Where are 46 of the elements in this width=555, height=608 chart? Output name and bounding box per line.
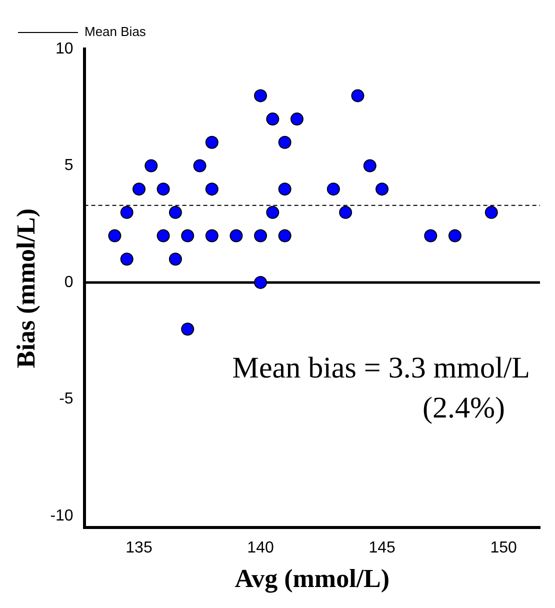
y-tick-label: -10 bbox=[50, 507, 74, 524]
point bbox=[205, 182, 218, 196]
point bbox=[278, 136, 292, 149]
y-tick-label: 0 bbox=[64, 274, 74, 291]
point bbox=[254, 229, 268, 242]
x-tick-label: 135 bbox=[126, 540, 152, 557]
point bbox=[424, 229, 438, 242]
point bbox=[181, 322, 194, 336]
point bbox=[144, 159, 158, 172]
point bbox=[108, 229, 122, 242]
annotation: Mean bias = 3.3 mmol/L (2.4%) bbox=[232, 352, 530, 425]
x-tick-label: 150 bbox=[490, 540, 517, 557]
point bbox=[230, 229, 243, 242]
point bbox=[376, 182, 389, 196]
point bbox=[205, 229, 218, 242]
point bbox=[120, 206, 134, 219]
point bbox=[168, 252, 182, 266]
y-tick-label: 5 bbox=[64, 157, 74, 174]
y-axis-title: Bias (mmol/L) bbox=[11, 208, 40, 368]
point bbox=[120, 252, 134, 266]
point bbox=[326, 182, 340, 196]
point bbox=[132, 182, 146, 196]
point bbox=[278, 229, 292, 242]
point bbox=[254, 89, 268, 102]
point bbox=[290, 112, 304, 126]
point bbox=[278, 182, 292, 196]
point bbox=[351, 89, 364, 102]
x-tick-label: 140 bbox=[247, 540, 274, 557]
point bbox=[168, 206, 182, 219]
point bbox=[448, 229, 462, 242]
point bbox=[363, 159, 376, 172]
x-tick-label: 145 bbox=[368, 540, 396, 557]
y-tick-label: 10 bbox=[56, 40, 74, 58]
point bbox=[193, 159, 206, 172]
point bbox=[254, 276, 268, 289]
point bbox=[156, 182, 170, 196]
point bbox=[181, 229, 194, 242]
point bbox=[266, 206, 280, 219]
x-axis-title: Avg (mmol/L) bbox=[234, 564, 390, 594]
point bbox=[205, 136, 218, 149]
point bbox=[484, 206, 498, 219]
point bbox=[266, 112, 280, 126]
legend-label: Mean Bias bbox=[84, 24, 146, 40]
y-tick-label: -5 bbox=[59, 390, 74, 408]
point bbox=[339, 206, 352, 219]
point bbox=[156, 229, 170, 242]
